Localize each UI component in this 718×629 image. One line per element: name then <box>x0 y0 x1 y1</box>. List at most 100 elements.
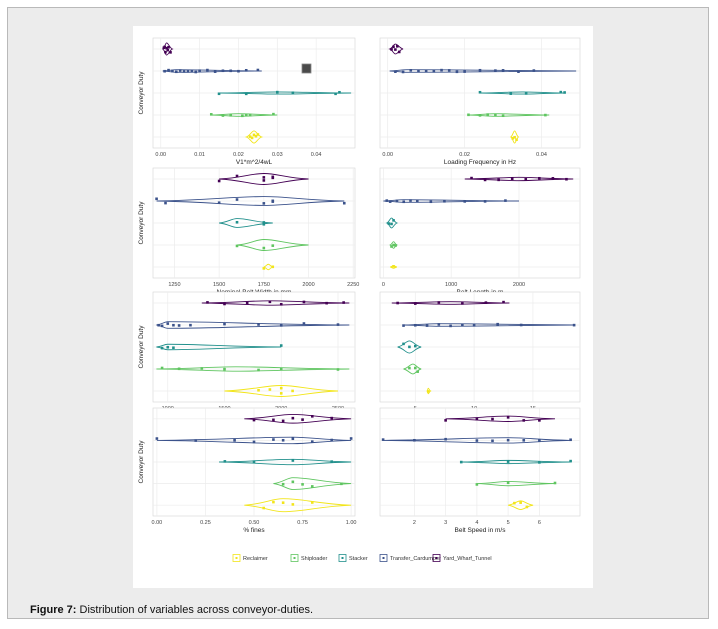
tick-label-p1-3: 0.03 <box>272 152 283 158</box>
point-p2-Shiploader-2 <box>486 113 489 116</box>
point-p6-Shiploader-2 <box>416 370 419 373</box>
point-p5-Transfer_Cardumper-2 <box>166 322 170 325</box>
point-p8-Transfer_Cardumper-4 <box>491 439 494 443</box>
point-p2-Yard_Wharf_Tunnel-1 <box>392 45 395 49</box>
legend-label-Stacker: Stacker <box>349 556 368 562</box>
point-p4-Transfer_Cardumper-6 <box>429 200 433 204</box>
tick-label-p4-0: 0 <box>382 282 385 288</box>
point-p5-Transfer_Cardumper-9 <box>302 322 306 325</box>
y-axis-label-p1: Conveyor Duty <box>138 71 145 115</box>
tick-label-p8-3: 5 <box>507 520 510 526</box>
point-p3-Yard_Wharf_Tunnel-0 <box>217 179 221 183</box>
point-p4-Transfer_Cardumper-1 <box>388 200 392 203</box>
violin-p3-Shiploader <box>236 239 309 251</box>
point-p5-Transfer_Cardumper-1 <box>160 324 164 328</box>
point-p5-Shiploader-0 <box>160 366 164 370</box>
violin-p2-Transfer_Cardumper <box>389 69 577 73</box>
point-p1-Transfer_Cardumper-6 <box>186 70 190 73</box>
legend-dot-Stacker <box>341 557 344 559</box>
point-p1-Transfer_Cardumper-7 <box>190 69 194 73</box>
point-p7-Reclaimer-3 <box>291 503 295 506</box>
tick-label-p3-4: 2250 <box>347 282 359 288</box>
point-p1-Transfer_Cardumper-16 <box>256 68 260 72</box>
point-p2-Transfer_Cardumper-2 <box>409 69 413 72</box>
tick-label-p4-2: 2000 <box>513 282 525 288</box>
point-p5-Yard_Wharf_Tunnel-2 <box>245 301 249 305</box>
point-p6-Yard_Wharf_Tunnel-0 <box>396 301 399 305</box>
violin-p7-Yard_Wharf_Tunnel <box>244 414 352 424</box>
point-p8-Reclaimer-2 <box>525 505 529 509</box>
point-p1-Shiploader-0 <box>209 113 213 116</box>
violin-p1-Stacker <box>219 91 352 95</box>
point-p3-Stacker-1 <box>262 223 266 226</box>
point-p5-Stacker-2 <box>172 346 175 350</box>
point-p6-Yard_Wharf_Tunnel-2 <box>437 301 441 304</box>
violin-p3-Yard_Wharf_Tunnel <box>219 173 309 185</box>
point-p7-Shiploader-3 <box>310 485 314 488</box>
point-p7-Shiploader-1 <box>291 480 295 484</box>
point-p4-Shiploader-1 <box>392 243 395 247</box>
point-p7-Transfer_Cardumper-4 <box>272 438 275 441</box>
point-p8-Transfer_Cardumper-8 <box>569 438 572 442</box>
point-p8-Stacker-3 <box>569 459 572 463</box>
point-p4-Stacker-0 <box>387 222 391 225</box>
point-p2-Stacker-0 <box>478 90 482 94</box>
point-p6-Transfer_Cardumper-5 <box>461 323 464 327</box>
point-p2-Yard_Wharf_Tunnel-2 <box>394 48 397 51</box>
violin-p2-Reclaimer <box>509 130 520 144</box>
point-p6-Transfer_Cardumper-7 <box>496 322 499 326</box>
tick-label-p3-3: 2000 <box>302 282 314 288</box>
point-p5-Transfer_Cardumper-3 <box>172 323 175 327</box>
legend-dot-Shiploader <box>293 557 296 559</box>
point-p5-Stacker-3 <box>279 344 283 347</box>
point-p3-Shiploader-1 <box>271 244 275 247</box>
point-p1-Transfer_Cardumper-0 <box>163 69 166 73</box>
violin-p5-Transfer_Cardumper <box>156 321 350 329</box>
point-p5-Yard_Wharf_Tunnel-6 <box>325 301 328 305</box>
point-p5-Yard_Wharf_Tunnel-0 <box>206 301 209 304</box>
point-p7-Transfer_Cardumper-2 <box>233 438 236 442</box>
point-p1-Transfer_Cardumper-3 <box>175 70 178 74</box>
point-p5-Reclaimer-1 <box>268 388 272 391</box>
legend-label-Transfer_Cardumper: Transfer_Cardumper <box>390 556 441 562</box>
point-p4-Transfer_Cardumper-0 <box>385 199 389 202</box>
point-p1-Shiploader-3 <box>241 114 244 118</box>
point-p1-Transfer_Cardumper-14 <box>237 69 240 73</box>
inset-marker-icon <box>301 63 312 74</box>
point-p7-Yard_Wharf_Tunnel-3 <box>291 416 295 420</box>
tick-label-p8-1: 3 <box>444 520 447 526</box>
point-p4-Yard_Wharf_Tunnel-2 <box>497 178 500 182</box>
violin-p1-Transfer_Cardumper <box>162 69 262 73</box>
point-p6-Transfer_Cardumper-0 <box>402 324 405 327</box>
point-p2-Yard_Wharf_Tunnel-3 <box>396 45 399 48</box>
point-p1-Reclaimer-2 <box>252 133 256 137</box>
point-p7-Yard_Wharf_Tunnel-0 <box>252 418 256 422</box>
point-p8-Stacker-1 <box>506 460 510 463</box>
point-p1-Stacker-4 <box>334 92 337 96</box>
point-p5-Transfer_Cardumper-7 <box>257 323 260 326</box>
tick-label-p2-1: 0.02 <box>459 152 470 158</box>
violin-p5-Shiploader <box>156 366 350 372</box>
point-p4-Transfer_Cardumper-9 <box>483 200 487 203</box>
point-p3-Transfer_Cardumper-0 <box>155 197 158 201</box>
figure-frame: 0.00 0.01 0.02 0.03 0.04 V1*m^2/4wL Conveyor D… <box>7 7 709 619</box>
point-p3-Shiploader-0 <box>235 244 239 248</box>
point-p4-Stacker-1 <box>390 222 393 226</box>
point-p7-Transfer_Cardumper-5 <box>281 438 285 442</box>
legend-key-Stacker <box>338 554 347 562</box>
point-p4-Transfer_Cardumper-8 <box>463 200 467 203</box>
point-p1-Transfer_Cardumper-10 <box>206 68 209 72</box>
point-p6-Shiploader-1 <box>413 366 417 370</box>
point-p2-Transfer_Cardumper-9 <box>463 70 466 73</box>
violin-p8-Yard_Wharf_Tunnel <box>445 415 556 422</box>
point-p8-Yard_Wharf_Tunnel-0 <box>444 419 447 422</box>
violin-p6-Yard_Wharf_Tunnel <box>391 301 510 305</box>
point-p5-Shiploader-2 <box>200 367 204 370</box>
point-p5-Shiploader-3 <box>223 367 226 371</box>
x-axis-label-p2: Loading Frequency in Hz <box>444 159 516 166</box>
tick-label-p2-0: 0.00 <box>382 152 393 158</box>
tick-label-p1-0: 0.00 <box>155 152 166 158</box>
point-p8-Stacker-0 <box>459 460 463 464</box>
point-p2-Reclaimer-2 <box>515 138 518 141</box>
point-p7-Stacker-2 <box>291 459 295 462</box>
